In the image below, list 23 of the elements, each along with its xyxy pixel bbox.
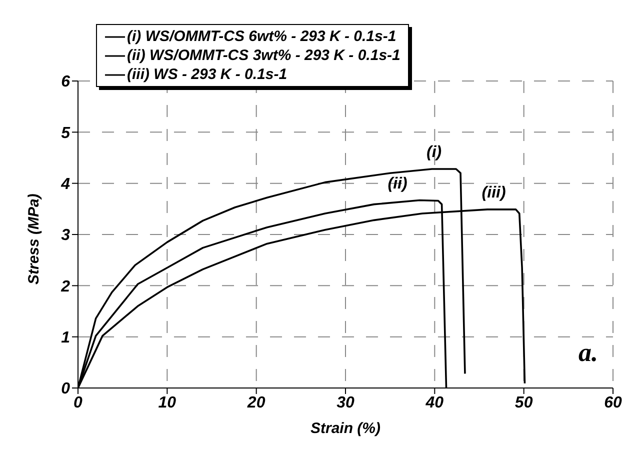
y-tick-label: 0: [61, 380, 70, 398]
y-tick-label: 2: [60, 278, 70, 296]
x-axis-title: Strain (%): [310, 420, 381, 437]
x-tick-label: 30: [336, 394, 354, 412]
y-tick-label: 5: [61, 124, 72, 142]
y-tick-label: 3: [61, 227, 70, 244]
legend-label: (ii) WS/OMMT-CS 3wt% - 293 K - 0.1s-1: [127, 46, 400, 65]
annotation: (iii): [482, 184, 506, 202]
x-tick-label: 0: [74, 394, 83, 412]
x-tick-label: 60: [604, 394, 622, 412]
annotation: a.: [578, 338, 598, 368]
legend-label: (i) WS/OMMT-CS 6wt% - 293 K - 0.1s-1: [127, 27, 396, 46]
legend-label: (iii) WS - 293 K - 0.1s-1: [127, 65, 288, 84]
annotation: (ii): [388, 175, 408, 192]
y-tick-label: 6: [61, 74, 70, 91]
y-axis-title: Stress (MPa): [25, 194, 42, 284]
x-tick-label: 20: [246, 394, 266, 412]
y-tick-label: 1: [61, 330, 70, 347]
x-tick-label: 40: [424, 394, 444, 412]
x-tick-label: 50: [514, 394, 533, 412]
x-tick-label: 10: [158, 394, 176, 412]
y-tick-label: 4: [60, 176, 70, 194]
annotation: (i): [426, 144, 442, 162]
